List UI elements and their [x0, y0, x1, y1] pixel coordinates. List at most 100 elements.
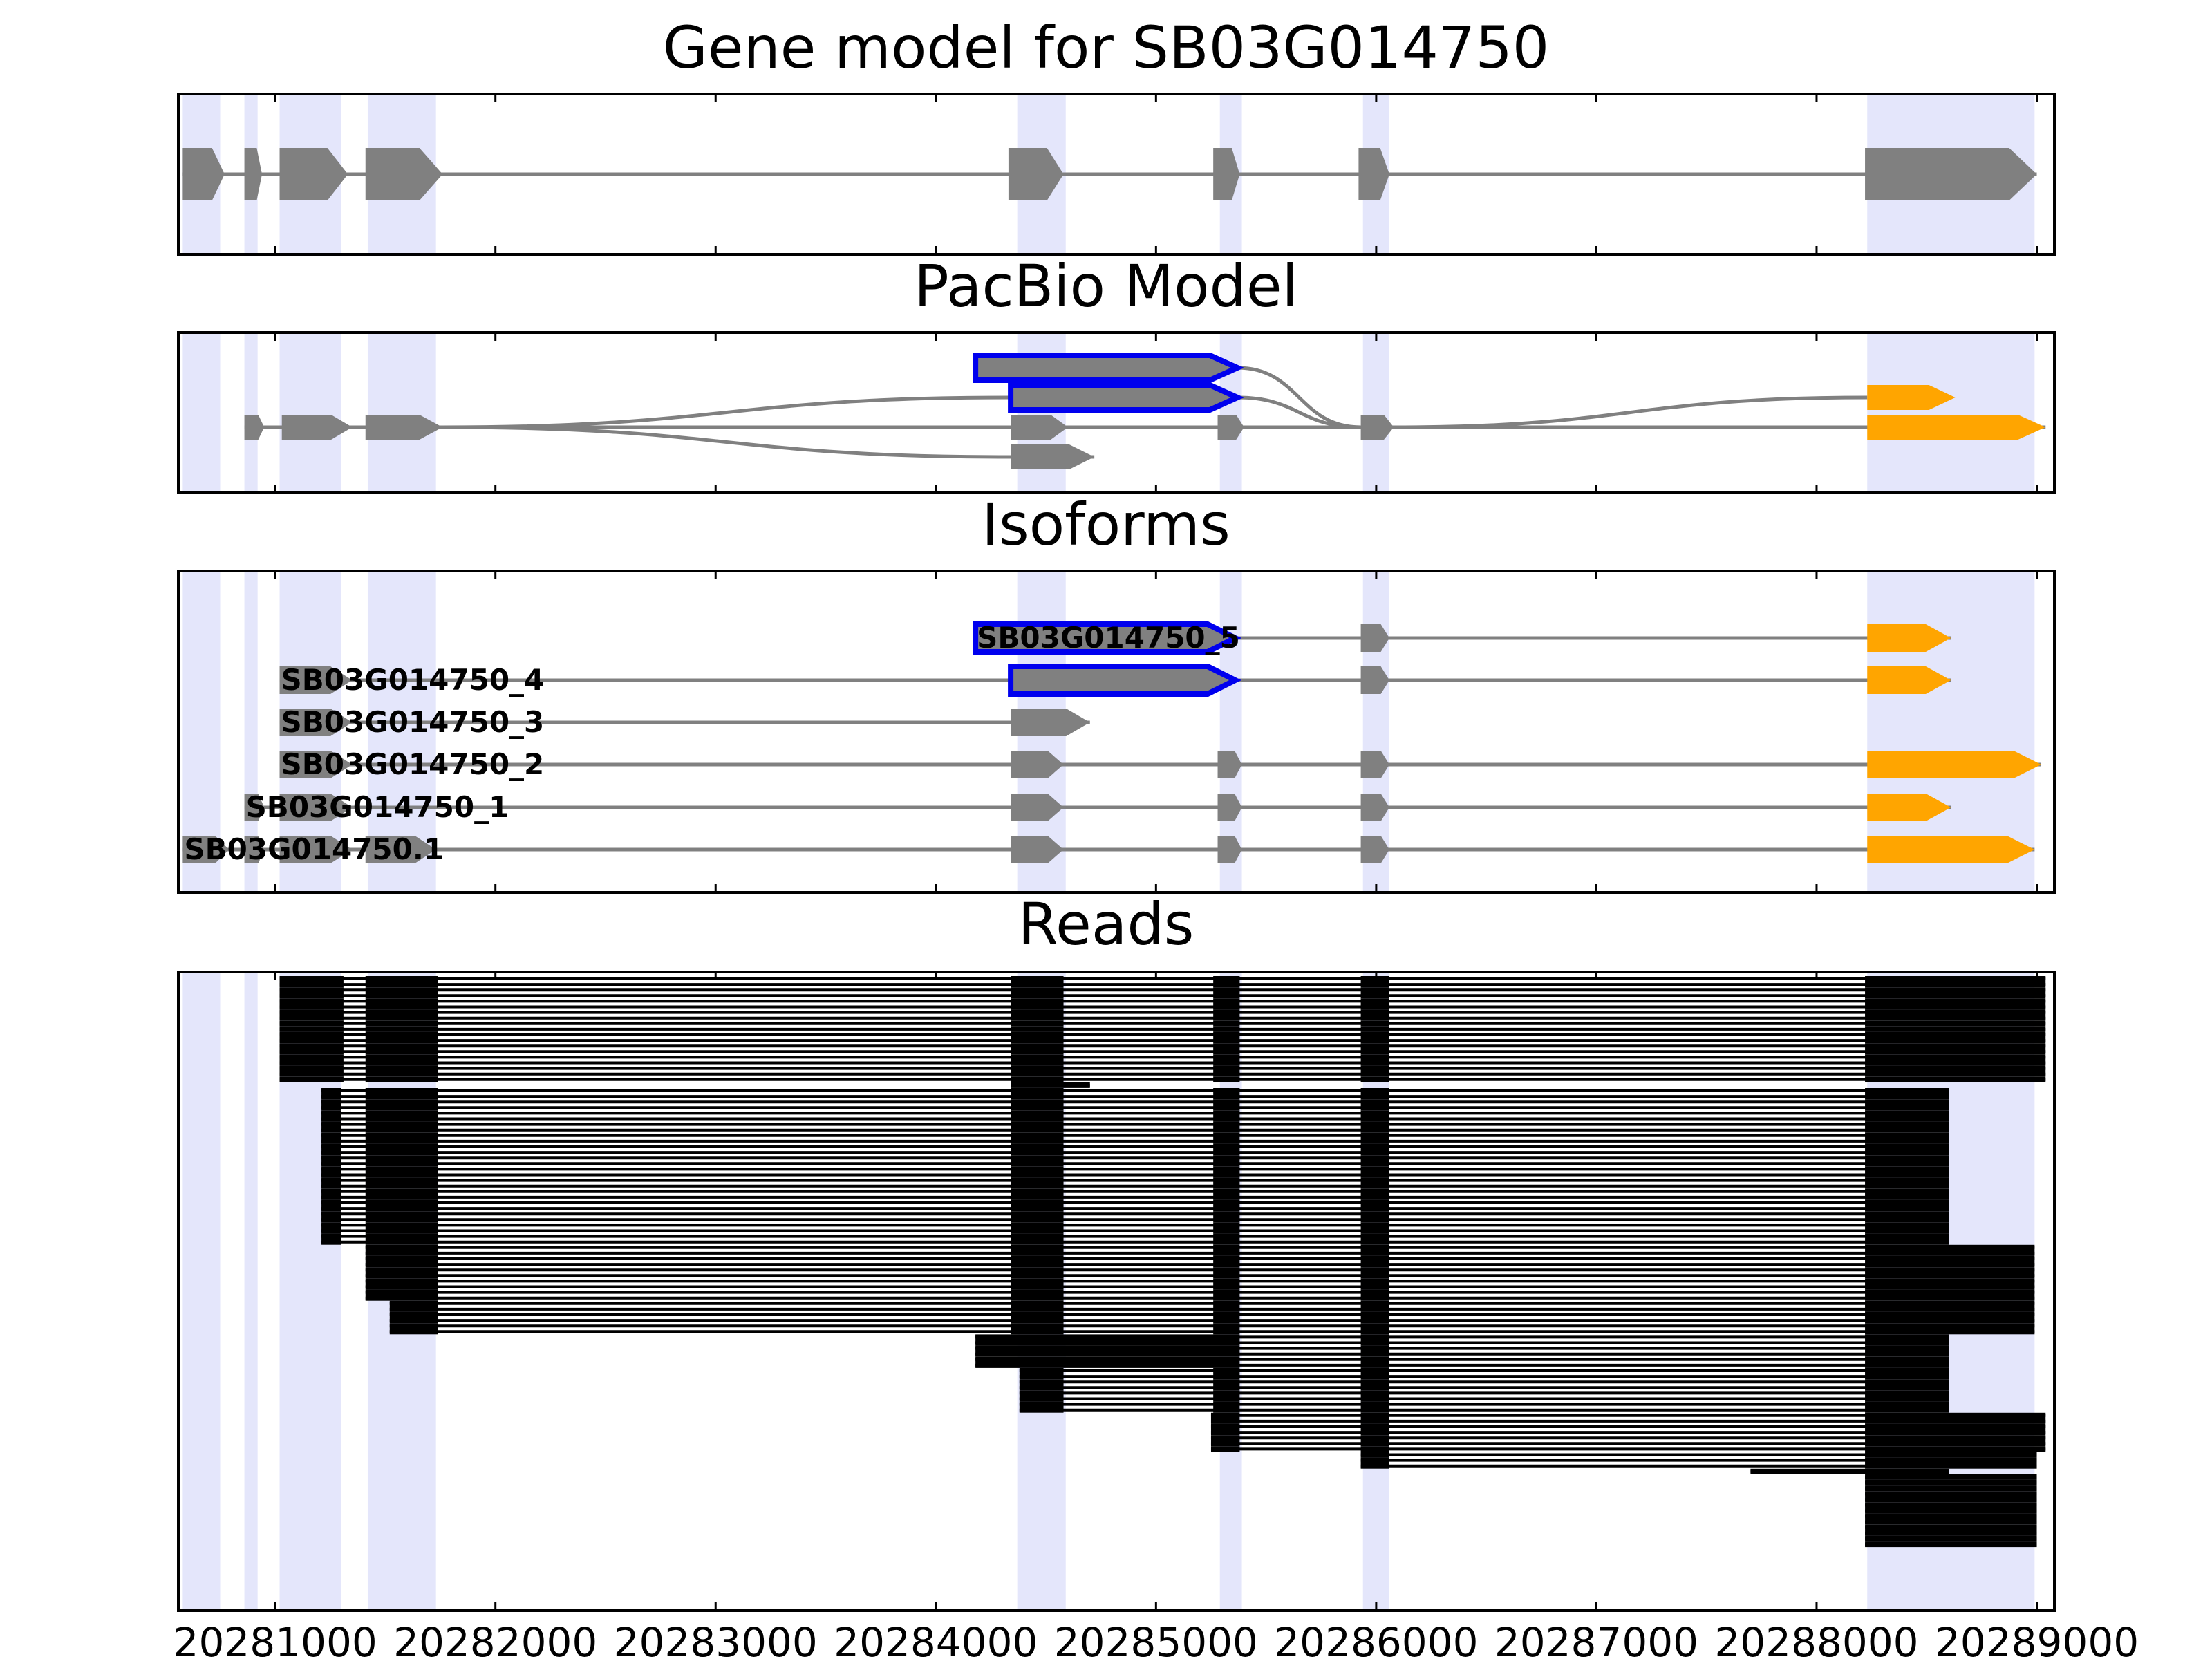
read-block: [279, 976, 344, 982]
read-block: [1210, 1412, 1240, 1418]
read-block: [1360, 1206, 1389, 1212]
read-block: [1011, 1150, 1064, 1156]
read-block: [1011, 1105, 1064, 1111]
exon-region-band: [244, 332, 258, 493]
read-block: [365, 1110, 438, 1116]
read-block: [1865, 1239, 1949, 1245]
read-block: [1011, 1267, 1064, 1273]
read-block: [279, 982, 344, 988]
read-block: [1865, 1015, 2046, 1021]
read-block: [1213, 1099, 1240, 1105]
utr-exon: [1867, 666, 1951, 694]
panel-pacbio-model: PacBio Model: [177, 252, 2056, 494]
exon: [1217, 794, 1242, 821]
read-block: [1011, 1217, 1064, 1223]
read-block: [1360, 1071, 1389, 1077]
read-block: [365, 1026, 438, 1032]
read-block: [365, 1284, 438, 1290]
exon: [1360, 751, 1389, 778]
read-block: [1360, 1295, 1389, 1301]
x-tick-label: 20281000: [174, 1619, 377, 1659]
read-block: [321, 1099, 341, 1105]
read-block: [1011, 1088, 1064, 1094]
read-block: [1213, 1262, 1240, 1268]
exon: [244, 836, 265, 863]
read-block: [1865, 1054, 2046, 1060]
splice-connector: [1394, 395, 1868, 429]
read-block: [1865, 1256, 2035, 1262]
x-tick-label: 20288000: [1714, 1619, 1918, 1659]
read-block: [1865, 998, 2046, 1004]
read-block: [365, 976, 438, 982]
utr-exon: [1867, 751, 2041, 778]
read-block: [1865, 1340, 1949, 1346]
read-block: [1360, 1150, 1389, 1156]
read-block: [1750, 1468, 1949, 1474]
read-block: [365, 1009, 438, 1015]
exon-region-band: [1219, 332, 1242, 493]
read-block: [1210, 1424, 1240, 1430]
read-block: [1865, 1060, 2046, 1066]
read-block: [1213, 1060, 1240, 1066]
read-block: [321, 1110, 341, 1116]
read-block: [1865, 993, 2046, 999]
read-block: [1360, 1306, 1389, 1312]
read-block: [279, 1004, 344, 1010]
read-block: [365, 1188, 438, 1194]
read-block: [1213, 1076, 1240, 1082]
read-block: [1360, 1396, 1389, 1402]
read-block: [1865, 1273, 2035, 1279]
read-block: [365, 1060, 438, 1066]
read-block: [1865, 1206, 1949, 1212]
read-block: [1019, 1374, 1064, 1380]
read-block: [1213, 1088, 1240, 1094]
read-block: [321, 1172, 341, 1178]
read-block: [365, 1222, 438, 1228]
read-block: [1360, 1452, 1389, 1458]
read-block: [1011, 1228, 1064, 1234]
exon: [1865, 148, 2037, 200]
read-block: [1865, 1065, 2046, 1071]
read-block: [1011, 1094, 1064, 1100]
read-block: [1865, 1009, 2046, 1015]
read-block: [1360, 1412, 1389, 1418]
exon: [279, 794, 353, 821]
read-block: [1865, 1300, 2035, 1306]
read-block: [1360, 1457, 1389, 1463]
read-block: [365, 1150, 438, 1156]
read-block: [1011, 1172, 1064, 1178]
read-block: [1360, 1065, 1389, 1071]
read-block: [1213, 1038, 1240, 1044]
read-block: [365, 1076, 438, 1082]
read-block: [321, 1105, 341, 1111]
read-block: [1360, 1155, 1389, 1161]
read-block: [1360, 1430, 1389, 1436]
exon: [365, 836, 436, 863]
exon-highlighted: [973, 353, 1244, 383]
read-block: [1011, 1127, 1064, 1133]
read-block: [1213, 1138, 1240, 1144]
x-tick-label: 20289000: [1935, 1619, 2139, 1659]
read-block: [1360, 1200, 1389, 1206]
read-block: [1213, 1256, 1240, 1262]
read-block: [365, 1038, 438, 1044]
read-block: [279, 1065, 344, 1071]
read-block: [365, 1004, 438, 1010]
read-block: [279, 1009, 344, 1015]
read-block: [1865, 1368, 1949, 1374]
read-block: [321, 1200, 341, 1206]
read-block: [365, 1200, 438, 1206]
read-block: [1213, 982, 1240, 988]
read-block: [1210, 1446, 1240, 1452]
read-block: [1213, 1396, 1240, 1402]
read-block: [1360, 1105, 1389, 1111]
isoform-label: SB03G014750_3: [281, 705, 545, 739]
read-block: [1019, 1379, 1064, 1385]
read-block: [1865, 1491, 2037, 1497]
read-block: [321, 1132, 341, 1138]
exon-region-band: [244, 972, 258, 1611]
read-block: [1360, 1099, 1389, 1105]
read-block: [321, 1206, 341, 1212]
read-block: [1865, 1211, 1949, 1217]
